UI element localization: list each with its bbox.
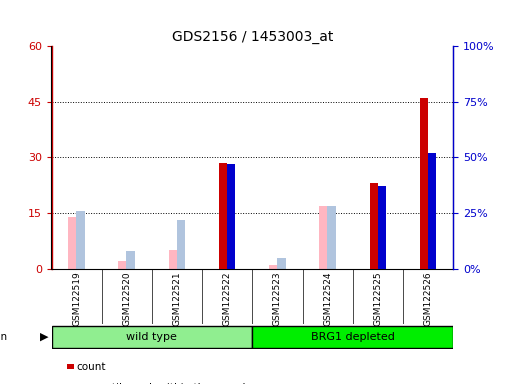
Text: GSM122519: GSM122519 <box>72 271 81 326</box>
Text: BRG1 depleted: BRG1 depleted <box>311 332 394 342</box>
Bar <box>52 326 252 348</box>
Text: percentile rank within the sample: percentile rank within the sample <box>76 383 252 384</box>
Bar <box>127 251 135 269</box>
Bar <box>328 207 336 269</box>
Text: GSM122522: GSM122522 <box>223 271 232 326</box>
Text: GSM122525: GSM122525 <box>373 271 382 326</box>
Text: genotype/variation: genotype/variation <box>0 332 8 342</box>
Bar <box>319 206 328 269</box>
Text: wild type: wild type <box>127 332 177 342</box>
Bar <box>370 184 377 269</box>
Title: GDS2156 / 1453003_at: GDS2156 / 1453003_at <box>171 30 333 44</box>
Bar <box>76 211 85 269</box>
Bar <box>177 220 185 269</box>
Bar <box>269 265 278 269</box>
Bar <box>428 153 436 269</box>
Text: count: count <box>76 362 106 372</box>
Bar <box>420 98 428 269</box>
Bar <box>252 326 453 348</box>
Bar <box>378 186 386 269</box>
Bar <box>68 217 77 269</box>
Text: GSM122520: GSM122520 <box>123 271 131 326</box>
Bar <box>168 250 177 269</box>
Text: ▶: ▶ <box>40 332 49 342</box>
Text: GSM122526: GSM122526 <box>424 271 433 326</box>
Text: GSM122523: GSM122523 <box>273 271 282 326</box>
Text: GSM122524: GSM122524 <box>323 271 332 326</box>
Bar <box>118 262 127 269</box>
Bar <box>277 258 286 269</box>
Text: GSM122521: GSM122521 <box>173 271 181 326</box>
Bar <box>228 164 235 269</box>
Bar <box>219 163 227 269</box>
